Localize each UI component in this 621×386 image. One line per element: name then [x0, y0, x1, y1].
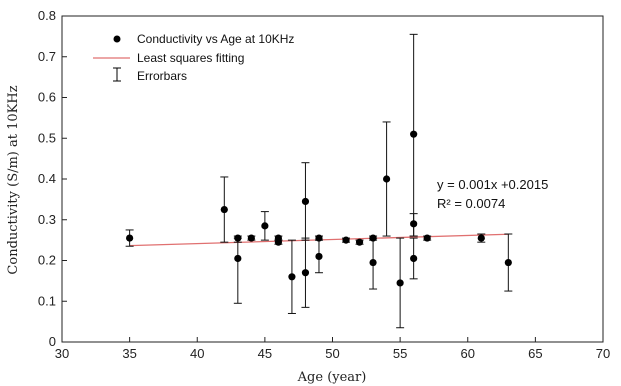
y-tick-label: 0.4 — [38, 171, 56, 186]
y-tick-label: 0 — [49, 334, 56, 349]
x-tick-label: 40 — [190, 346, 204, 361]
y-axis-label: Conductivity (S/m) at 10KHz — [6, 85, 21, 274]
data-point — [315, 252, 323, 261]
legend-label-fit: Least squares fitting — [137, 51, 244, 65]
data-point — [355, 238, 364, 246]
data-point — [315, 234, 323, 242]
x-tick-label: 30 — [55, 346, 69, 361]
y-axis: 0 0.1 0.2 0.3 0.4 0.5 0.6 0.7 0.8 — [38, 8, 67, 349]
data-point — [410, 220, 418, 228]
x-tick-label: 70 — [596, 346, 610, 361]
data-point — [396, 279, 404, 287]
x-tick-label: 35 — [122, 346, 136, 361]
data-point — [423, 234, 431, 242]
plot-area — [61, 15, 604, 343]
x-tick-label: 50 — [325, 346, 339, 361]
data-point — [126, 234, 134, 242]
data-point — [247, 234, 255, 242]
legend-label-errorbars: Errorbars — [137, 69, 187, 83]
x-axis-label: Age (year) — [297, 370, 367, 385]
legend-dot-marker — [113, 35, 121, 43]
data-point — [234, 234, 242, 242]
x-tick-label: 45 — [258, 346, 272, 361]
legend-label-series: Conductivity vs Age at 10KHz — [137, 32, 294, 46]
data-point — [369, 234, 377, 242]
y-tick-label: 0.6 — [38, 90, 56, 105]
data-point — [301, 197, 310, 206]
data-point — [410, 130, 418, 138]
x-tick-label: 65 — [528, 346, 542, 361]
data-point — [504, 258, 512, 267]
data-point — [234, 254, 242, 263]
data-point — [301, 269, 310, 277]
x-tick-label: 60 — [461, 346, 475, 361]
y-tick-label: 0.3 — [38, 212, 56, 227]
y-tick-label: 0.8 — [38, 8, 56, 23]
y-tick-label: 0.5 — [38, 130, 56, 145]
y-tick-label: 0.2 — [38, 253, 56, 268]
legend-errorbar-marker — [113, 67, 121, 82]
data-point-layer — [126, 130, 512, 287]
data-point — [274, 234, 282, 242]
x-axis: 30 35 40 45 50 55 60 65 70 — [55, 337, 610, 361]
y-tick-label: 0.1 — [38, 293, 56, 308]
fit-equation: y = 0.001x +0.2015 — [437, 177, 548, 192]
data-point — [288, 273, 296, 281]
y-tick-label: 0.7 — [38, 49, 56, 64]
data-point — [383, 175, 391, 183]
data-point — [342, 236, 350, 244]
fit-r-squared: R² = 0.0074 — [437, 196, 505, 211]
data-point — [369, 258, 377, 267]
data-point — [220, 205, 228, 214]
data-point — [477, 234, 485, 242]
data-point — [261, 222, 269, 230]
data-point — [410, 254, 418, 263]
legend: Conductivity vs Age at 10KHz Least squar… — [93, 32, 294, 83]
x-tick-label: 55 — [393, 346, 407, 361]
